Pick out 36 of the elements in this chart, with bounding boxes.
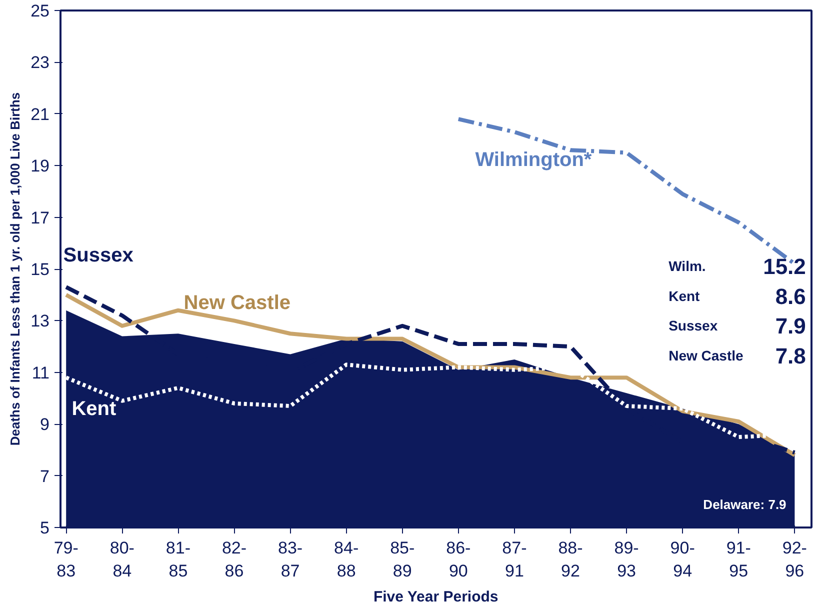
x-tick-label: 90-94 <box>670 538 695 580</box>
annotation: Delaware: 7.9 <box>703 496 786 512</box>
x-tick-label: 88-92 <box>558 538 583 580</box>
x-tick-label: 79-83 <box>54 538 78 580</box>
y-tick-label: 23 <box>30 53 50 72</box>
text: New Castle 7.8 <box>668 343 806 368</box>
series-label: Wilmington* <box>475 148 592 171</box>
text: Sussex 7.9 <box>668 314 806 339</box>
x-tick-label: 89-93 <box>614 538 639 580</box>
y-tick-label: 13 <box>30 312 50 331</box>
series-label: New Castle <box>184 292 291 314</box>
x-tick-label: 84-88 <box>334 538 359 580</box>
x-tick-label: 81-85 <box>166 538 190 580</box>
x-tick-label: 91-95 <box>726 538 751 580</box>
text: Wilm. 15.2 <box>668 254 806 280</box>
x-tick-label: 80-84 <box>110 538 134 580</box>
y-tick-label: 11 <box>32 363 50 382</box>
y-tick-label: 9 <box>40 415 50 434</box>
y-tick-label: 15 <box>30 260 50 279</box>
x-tick-label: 87-91 <box>502 538 527 580</box>
series-label: Sussex <box>63 244 134 266</box>
x-tick-label: 82-86 <box>222 538 247 580</box>
series-label: Kent <box>72 398 116 420</box>
x-tick-label: 86-90 <box>446 538 471 580</box>
y-tick-label: 17 <box>30 208 50 228</box>
y-tick-label: 25 <box>30 2 50 20</box>
y-tick-label: 7 <box>40 466 50 486</box>
y-tick-label: 5 <box>40 518 50 538</box>
x-axis-title: Five Year Periods <box>373 588 498 606</box>
y-tick-label: 19 <box>30 156 50 176</box>
x-tick-label: 83-87 <box>278 538 303 580</box>
text: Kent 8.6 <box>668 284 806 309</box>
y-axis-title: Deaths of Infants Less than 1 yr. old per 1,000 Live Births <box>8 92 23 446</box>
x-tick-label: 92-96 <box>782 538 807 580</box>
x-tick-label: 85-89 <box>390 538 415 580</box>
y-tick-label: 21 <box>30 104 50 124</box>
